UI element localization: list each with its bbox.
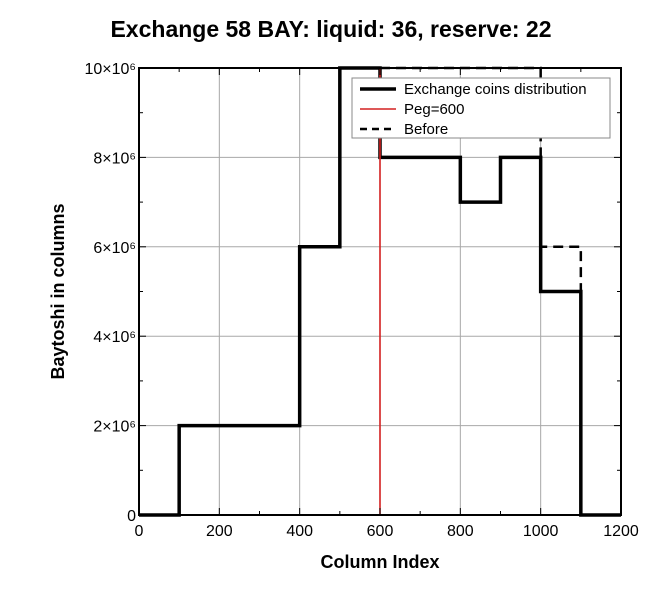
legend-label-peg-600: Peg=600 [404, 101, 464, 118]
x-tick-label: 400 [286, 523, 313, 540]
y-tick-label: 10×10⁶ [84, 61, 136, 78]
legend-label-before: Before [404, 121, 448, 138]
y-tick-label: 2×10⁶ [93, 419, 136, 436]
tick-labels: 0 200 400 600 800 1000 1200 0 2×10⁶ 4×10⁶ 6×10⁶ 8×1… [84, 61, 638, 540]
x-tick-label: 800 [447, 523, 474, 540]
y-tick-label: 4×10⁶ [93, 329, 136, 346]
legend: Exchange coins distribution Peg=600 Before [351, 77, 611, 139]
y-axis-label: Baytoshi in columns [48, 203, 68, 379]
y-tick-label: 0 [127, 508, 136, 525]
y-tick-label: 6×10⁶ [93, 240, 136, 257]
y-tick-label: 8×10⁶ [93, 150, 136, 167]
x-tick-label: 1000 [523, 523, 559, 540]
x-axis-label: Column Index [320, 552, 439, 572]
legend-label-exchange-coins-distribution: Exchange coins distribution [404, 81, 587, 98]
x-tick-label: 600 [367, 523, 394, 540]
x-tick-label: 0 [135, 523, 144, 540]
chart-title: Exchange 58 BAY: liquid: 36, reserve: 22 [110, 16, 551, 42]
x-tick-label: 1200 [603, 523, 639, 540]
x-tick-label: 200 [206, 523, 233, 540]
axis-ticks [138, 67, 622, 516]
